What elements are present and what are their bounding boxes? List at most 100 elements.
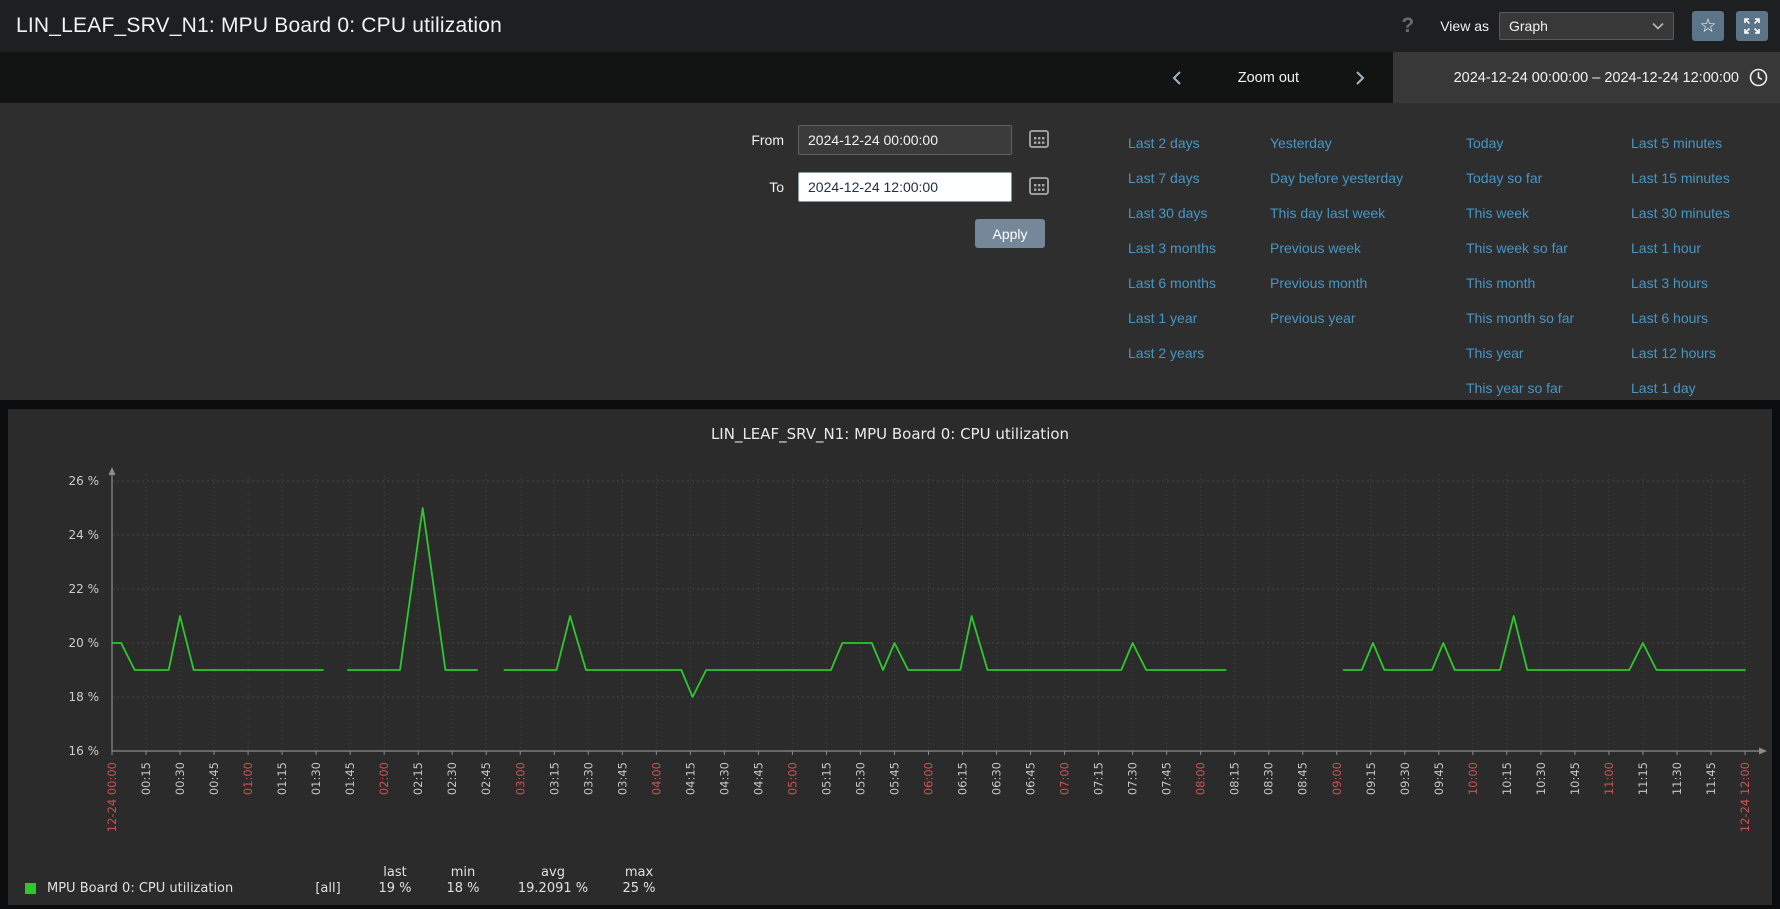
quick-range-link[interactable]: Last 7 days <box>1128 170 1200 186</box>
svg-text:11:45: 11:45 <box>1704 762 1718 795</box>
quick-range-link[interactable]: Last 15 minutes <box>1631 170 1730 186</box>
quick-range-link[interactable]: Yesterday <box>1270 135 1332 151</box>
svg-text:10:00: 10:00 <box>1466 762 1480 795</box>
svg-text:26 %: 26 % <box>69 474 100 488</box>
quick-range-link[interactable]: Last 30 minutes <box>1631 205 1730 221</box>
svg-text:06:30: 06:30 <box>990 762 1004 795</box>
quick-range-link[interactable]: Last 1 year <box>1128 310 1198 326</box>
chevron-right-icon <box>1356 70 1365 85</box>
time-prev-button[interactable] <box>1164 67 1190 89</box>
view-as-selected-value: Graph <box>1509 18 1548 34</box>
svg-text:03:15: 03:15 <box>547 762 561 795</box>
legend-scope: [all] <box>315 881 341 896</box>
svg-text:01:45: 01:45 <box>343 762 357 795</box>
legend-stat-header: last <box>383 865 407 880</box>
svg-text:02:45: 02:45 <box>479 762 493 795</box>
view-as-select[interactable]: Graph <box>1499 12 1674 40</box>
quick-range-link[interactable]: Last 12 hours <box>1631 345 1716 361</box>
svg-text:06:45: 06:45 <box>1024 762 1038 795</box>
quick-range-link[interactable]: This month so far <box>1466 310 1575 326</box>
quick-range-link[interactable]: Previous year <box>1270 310 1356 326</box>
quick-range-link[interactable]: This year <box>1466 345 1524 361</box>
chevron-down-icon <box>1652 22 1664 30</box>
svg-text:12-24 00:00: 12-24 00:00 <box>105 762 119 832</box>
svg-text:05:45: 05:45 <box>887 762 901 795</box>
quick-range-link[interactable]: Last 1 day <box>1631 380 1696 396</box>
svg-text:01:30: 01:30 <box>309 762 323 795</box>
svg-text:04:15: 04:15 <box>683 762 697 795</box>
quick-ranges-column-3: Today Today so far This week This week so f… <box>1466 135 1574 396</box>
calendar-icon <box>1029 129 1049 148</box>
quick-range-link[interactable]: Last 2 years <box>1128 345 1205 361</box>
apply-button[interactable]: Apply <box>975 219 1045 248</box>
quick-range-link[interactable]: Last 6 months <box>1128 275 1216 291</box>
svg-text:08:30: 08:30 <box>1262 762 1276 795</box>
from-calendar-button[interactable] <box>1025 125 1053 155</box>
svg-text:04:30: 04:30 <box>717 762 731 795</box>
quick-range-link[interactable]: This week so far <box>1466 240 1568 256</box>
quick-range-link[interactable]: Today so far <box>1466 170 1543 186</box>
quick-range-link[interactable]: Previous month <box>1270 275 1368 291</box>
quick-ranges-column-1: Last 2 days Last 7 days Last 30 days Last 3… <box>1128 135 1216 361</box>
quick-range-link[interactable]: Last 6 hours <box>1631 310 1709 326</box>
fullscreen-button[interactable] <box>1736 11 1768 41</box>
svg-text:16 %: 16 % <box>69 744 100 758</box>
legend-stat-header: avg <box>541 865 565 880</box>
graph-panel: LIN_LEAF_SRV_N1: MPU Board 0: CPU utiliz… <box>8 409 1772 905</box>
svg-text:06:00: 06:00 <box>922 762 936 795</box>
svg-text:05:30: 05:30 <box>853 762 867 795</box>
quick-range-link[interactable]: This day last week <box>1270 205 1386 221</box>
chart-legend: last min avg max MPU Board 0: CPU utiliz… <box>25 865 1772 897</box>
quick-range-link[interactable]: Day before yesterday <box>1270 170 1404 186</box>
quick-range-link[interactable]: Today <box>1466 135 1504 151</box>
quick-range-link[interactable]: Last 30 days <box>1128 205 1208 221</box>
svg-text:18 %: 18 % <box>69 690 100 704</box>
zoom-out-button[interactable]: Zoom out <box>1232 69 1305 87</box>
svg-text:02:00: 02:00 <box>377 762 391 795</box>
svg-text:01:00: 01:00 <box>241 762 255 795</box>
fullscreen-icon <box>1744 18 1760 34</box>
calendar-icon <box>1029 176 1049 195</box>
to-input[interactable] <box>798 172 1012 202</box>
svg-text:06:15: 06:15 <box>956 762 970 795</box>
svg-text:07:15: 07:15 <box>1092 762 1106 795</box>
svg-text:09:00: 09:00 <box>1330 762 1344 795</box>
help-icon[interactable]: ? <box>1401 14 1415 37</box>
svg-text:22 %: 22 % <box>69 582 100 596</box>
svg-text:10:15: 10:15 <box>1500 762 1514 795</box>
svg-text:24 %: 24 % <box>69 528 100 542</box>
favorite-button[interactable]: ☆ <box>1692 11 1724 41</box>
svg-text:03:30: 03:30 <box>581 762 595 795</box>
legend-stat-value: 19 % <box>378 881 412 896</box>
svg-text:07:30: 07:30 <box>1126 762 1140 795</box>
to-label: To <box>769 179 784 195</box>
svg-text:04:45: 04:45 <box>751 762 765 795</box>
quick-range-link[interactable]: Last 5 minutes <box>1631 135 1723 151</box>
quick-range-link[interactable]: Previous week <box>1270 240 1362 256</box>
time-range-label: 2024-12-24 00:00:00 – 2024-12-24 12:00:0… <box>1453 69 1739 86</box>
svg-text:04:00: 04:00 <box>649 762 663 795</box>
quick-ranges-column-4: Last 5 minutes Last 15 minutes Last 30 min… <box>1631 135 1730 396</box>
quick-range-link[interactable]: Last 3 hours <box>1631 275 1709 291</box>
svg-text:00:30: 00:30 <box>173 762 187 795</box>
to-calendar-button[interactable] <box>1025 172 1053 202</box>
svg-text:05:15: 05:15 <box>819 762 833 795</box>
quick-range-link[interactable]: Last 2 days <box>1128 135 1200 151</box>
page-title: LIN_LEAF_SRV_N1: MPU Board 0: CPU utiliz… <box>16 14 502 37</box>
time-next-button[interactable] <box>1347 67 1373 89</box>
svg-text:02:15: 02:15 <box>411 762 425 795</box>
quick-range-link[interactable]: Last 3 months <box>1128 240 1216 256</box>
from-input[interactable] <box>798 125 1012 155</box>
legend-stat-header: max <box>624 865 654 880</box>
quick-range-link[interactable]: This month <box>1466 275 1536 291</box>
quick-range-link[interactable]: Last 1 hour <box>1631 240 1702 256</box>
quick-ranges-column-2: Yesterday Day before yesterday This day la… <box>1270 135 1403 326</box>
svg-text:09:15: 09:15 <box>1364 762 1378 795</box>
svg-text:11:15: 11:15 <box>1636 762 1650 795</box>
quick-range-link[interactable]: This week <box>1466 205 1530 221</box>
svg-text:20 %: 20 % <box>69 636 100 650</box>
time-range-tab[interactable]: 2024-12-24 00:00:00 – 2024-12-24 12:00:0… <box>1393 52 1780 103</box>
svg-text:00:45: 00:45 <box>207 762 221 795</box>
quick-range-link[interactable]: This year so far <box>1466 380 1563 396</box>
